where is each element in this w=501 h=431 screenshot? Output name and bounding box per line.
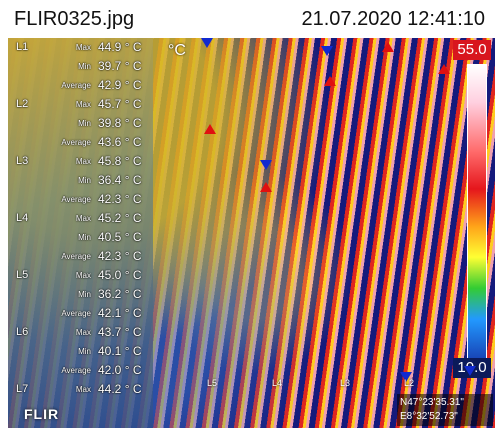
- image-filename: FLIR0325.jpg: [14, 8, 135, 30]
- stat-label: Min: [78, 176, 91, 185]
- stat-label: Average: [61, 138, 91, 147]
- stat-value: 44.2 ° C: [98, 382, 142, 396]
- scale-max-value: 55.0: [453, 40, 491, 60]
- temperature-scale-bar: [467, 64, 487, 376]
- stat-line-id: L1: [16, 41, 29, 53]
- stat-row: Average 43.6 ° C: [8, 135, 153, 154]
- cold-spot-marker: [260, 160, 272, 170]
- stat-label: Max: [75, 271, 91, 280]
- stat-value: 44.9 ° C: [98, 40, 142, 54]
- stat-row: Min 39.8 ° C: [8, 116, 153, 135]
- stat-row: Min 36.2 ° C: [8, 287, 153, 306]
- stat-label: Max: [75, 385, 91, 394]
- stat-row: L3 Max 45.8 ° C: [8, 154, 153, 173]
- image-timestamp: 21.07.2020 12:41:10: [301, 8, 485, 30]
- stats-list: L1 Max 44.9 ° C Min 39.7 ° C Average 42.9 ° C L…: [8, 40, 153, 401]
- stat-value: 42.9 ° C: [98, 78, 142, 92]
- stat-line-id: L5: [16, 269, 29, 281]
- stat-row: L6 Max 43.7 ° C: [8, 325, 153, 344]
- hot-spot-marker: [438, 64, 450, 74]
- line-label-l4: L4: [272, 378, 283, 388]
- stat-row: Min 36.4 ° C: [8, 173, 153, 192]
- stat-row: Min 40.1 ° C: [8, 344, 153, 363]
- stat-value: 45.8 ° C: [98, 154, 142, 168]
- stat-value: 36.2 ° C: [98, 287, 142, 301]
- stat-label: Max: [75, 43, 91, 52]
- gps-latitude: N47°23'35.31": [400, 397, 464, 408]
- stat-value: 45.7 ° C: [98, 97, 142, 111]
- stat-label: Min: [78, 347, 91, 356]
- stat-row: L1 Max 44.9 ° C: [8, 40, 153, 59]
- gps-longitude: E8°32'52.73": [400, 411, 458, 422]
- stat-value: 45.0 ° C: [98, 268, 142, 282]
- hot-spot-marker: [382, 42, 394, 52]
- stat-label: Max: [75, 328, 91, 337]
- line-label-l2: L2: [404, 378, 415, 388]
- stat-line-id: L4: [16, 212, 29, 224]
- cold-spot-marker: [201, 38, 213, 48]
- stat-line-id: L7: [16, 383, 29, 395]
- stat-value: 43.7 ° C: [98, 325, 142, 339]
- stat-row: Min 39.7 ° C: [8, 59, 153, 78]
- stat-label: Min: [78, 290, 91, 299]
- stat-label: Average: [61, 195, 91, 204]
- thermal-image[interactable]: L1 Max 44.9 ° C Min 39.7 ° C Average 42.9 ° C L…: [8, 38, 495, 428]
- stat-label: Max: [75, 157, 91, 166]
- stat-label: Average: [61, 81, 91, 90]
- stat-label: Average: [61, 366, 91, 375]
- stat-row: Average 42.1 ° C: [8, 306, 153, 325]
- stat-label: Min: [78, 119, 91, 128]
- stat-row: Average 42.0 ° C: [8, 363, 153, 382]
- stat-row: Min 40.5 ° C: [8, 230, 153, 249]
- stat-label: Average: [61, 252, 91, 261]
- stat-line-id: L6: [16, 326, 29, 338]
- stat-label: Min: [78, 62, 91, 71]
- stat-value: 40.5 ° C: [98, 230, 142, 244]
- cold-spot-marker: [400, 372, 412, 382]
- stat-value: 39.8 ° C: [98, 116, 142, 130]
- stat-value: 40.1 ° C: [98, 344, 142, 358]
- stat-value: 45.2 ° C: [98, 211, 142, 225]
- stat-value: 36.4 ° C: [98, 173, 142, 187]
- stat-line-id: L3: [16, 155, 29, 167]
- stat-value: 42.1 ° C: [98, 306, 142, 320]
- stat-row: Average 42.9 ° C: [8, 78, 153, 97]
- line-label-l3: L3: [340, 378, 351, 388]
- gps-readout: N47°23'35.31" E8°32'52.73": [397, 394, 493, 426]
- stat-label: Average: [61, 309, 91, 318]
- unit-label: °C: [168, 42, 186, 59]
- stat-value: 42.3 ° C: [98, 249, 142, 263]
- stat-label: Max: [75, 100, 91, 109]
- stat-row: L5 Max 45.0 ° C: [8, 268, 153, 287]
- stat-line-id: L2: [16, 98, 29, 110]
- brand-logo: FLIR: [24, 406, 60, 422]
- stat-value: 42.3 ° C: [98, 192, 142, 206]
- stat-label: Min: [78, 233, 91, 242]
- stats-overlay: [8, 38, 153, 428]
- line-label-l5: L5: [207, 378, 218, 388]
- stat-row: L2 Max 45.7 ° C: [8, 97, 153, 116]
- stat-value: 39.7 ° C: [98, 59, 142, 73]
- stat-row: Average 42.3 ° C: [8, 249, 153, 268]
- header-bar: FLIR0325.jpg 21.07.2020 12:41:10: [0, 0, 501, 36]
- stat-label: Max: [75, 214, 91, 223]
- hot-spot-marker: [324, 76, 336, 86]
- stat-value: 42.0 ° C: [98, 363, 142, 377]
- hot-spot-marker: [204, 124, 216, 134]
- stat-row: Average 42.3 ° C: [8, 192, 153, 211]
- hot-spot-marker: [260, 182, 272, 192]
- stat-row: L7 Max 44.2 ° C: [8, 382, 153, 401]
- stat-value: 43.6 ° C: [98, 135, 142, 149]
- cold-spot-marker: [321, 46, 333, 56]
- cold-spot-marker: [464, 366, 476, 376]
- stat-row: L4 Max 45.2 ° C: [8, 211, 153, 230]
